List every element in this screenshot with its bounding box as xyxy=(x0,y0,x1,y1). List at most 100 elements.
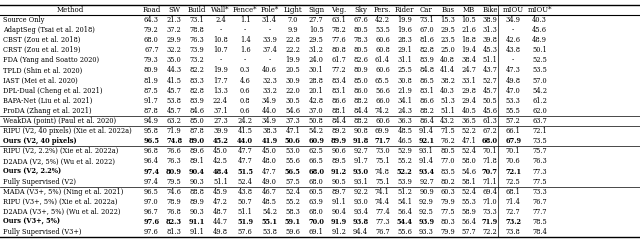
Text: 51.1: 51.1 xyxy=(440,107,455,115)
Text: 93.1: 93.1 xyxy=(353,178,368,186)
Text: Road: Road xyxy=(142,6,161,14)
Text: 35.0: 35.0 xyxy=(166,56,182,64)
Text: 54.4: 54.4 xyxy=(397,218,413,226)
Text: Build: Build xyxy=(188,6,206,14)
Text: 42.2: 42.2 xyxy=(375,16,390,24)
Text: 68.0: 68.0 xyxy=(308,208,324,216)
Text: 93.1: 93.1 xyxy=(419,147,434,155)
Text: 51.2: 51.2 xyxy=(397,188,412,196)
Text: 90.4: 90.4 xyxy=(332,208,346,216)
Text: 63.2: 63.2 xyxy=(166,117,182,125)
Text: 37.4: 37.4 xyxy=(262,46,277,54)
Text: 34.9: 34.9 xyxy=(262,117,277,125)
Text: 93.3: 93.3 xyxy=(419,228,434,236)
Text: 45.2: 45.2 xyxy=(212,137,228,145)
Text: 74.2: 74.2 xyxy=(375,107,390,115)
Text: 46.7: 46.7 xyxy=(262,188,277,196)
Text: 71.5: 71.5 xyxy=(440,127,455,135)
Text: 74.6: 74.6 xyxy=(166,188,182,196)
Text: 31.1: 31.1 xyxy=(397,56,412,64)
Text: 21.9: 21.9 xyxy=(397,87,412,95)
Text: 88.2: 88.2 xyxy=(353,117,368,125)
Text: 55.3: 55.3 xyxy=(461,198,476,206)
Text: 49.8: 49.8 xyxy=(506,77,521,85)
Text: D2ADA (V2, 5%) (Wu et al. 2022): D2ADA (V2, 5%) (Wu et al. 2022) xyxy=(3,157,115,165)
Text: CRST (Zou et al. 2019): CRST (Zou et al. 2019) xyxy=(3,46,81,54)
Text: 36.3: 36.3 xyxy=(397,117,412,125)
Text: 49.0: 49.0 xyxy=(262,178,277,186)
Text: 77.4: 77.4 xyxy=(375,208,390,216)
Text: 40.8: 40.8 xyxy=(440,56,455,64)
Text: 66.1: 66.1 xyxy=(506,127,521,135)
Text: 73.3: 73.3 xyxy=(532,188,547,196)
Text: 63.7: 63.7 xyxy=(532,117,547,125)
Text: 68.0: 68.0 xyxy=(308,167,324,175)
Text: 78.3: 78.3 xyxy=(353,36,368,44)
Text: 34.1: 34.1 xyxy=(397,97,412,105)
Text: 47.7: 47.7 xyxy=(237,147,253,155)
Text: 2.4: 2.4 xyxy=(215,16,226,24)
Text: 80.5: 80.5 xyxy=(353,46,368,54)
Text: Car: Car xyxy=(420,6,433,14)
Text: 58.9: 58.9 xyxy=(461,208,476,216)
Text: 92.2: 92.2 xyxy=(353,188,368,196)
Text: 37.2: 37.2 xyxy=(166,26,182,34)
Text: 93.9: 93.9 xyxy=(419,218,435,226)
Text: -: - xyxy=(244,56,246,64)
Text: 45.7: 45.7 xyxy=(483,87,497,95)
Text: -: - xyxy=(512,56,515,64)
Text: 43.2: 43.2 xyxy=(440,117,455,125)
Text: 30.1: 30.1 xyxy=(308,67,324,75)
Text: 0.3: 0.3 xyxy=(240,67,250,75)
Text: 27.3: 27.3 xyxy=(213,117,228,125)
Text: -: - xyxy=(220,26,221,34)
Text: 71.7: 71.7 xyxy=(374,137,390,145)
Text: 47.0: 47.0 xyxy=(506,87,521,95)
Text: -: - xyxy=(268,56,271,64)
Text: WeakDA (point) (Paul et al. 2020): WeakDA (point) (Paul et al. 2020) xyxy=(3,117,116,125)
Text: 23.5: 23.5 xyxy=(440,36,455,44)
Text: 45.0: 45.0 xyxy=(213,147,228,155)
Text: Pers.: Pers. xyxy=(374,6,391,14)
Text: 96.4: 96.4 xyxy=(144,157,159,165)
Text: 56.6: 56.6 xyxy=(375,87,390,95)
Text: 10.8: 10.8 xyxy=(213,36,228,44)
Text: 83.3: 83.3 xyxy=(189,77,204,85)
Text: 52.4: 52.4 xyxy=(461,188,476,196)
Text: 9.9: 9.9 xyxy=(287,26,298,34)
Text: 93.8: 93.8 xyxy=(353,218,369,226)
Text: 80.9: 80.9 xyxy=(353,67,368,75)
Text: 29.1: 29.1 xyxy=(397,46,412,54)
Text: 84.8: 84.8 xyxy=(419,67,434,75)
Text: 95.8: 95.8 xyxy=(144,127,159,135)
Text: 20.1: 20.1 xyxy=(308,87,324,95)
Text: 82.8: 82.8 xyxy=(189,87,204,95)
Text: 51.9: 51.9 xyxy=(237,218,253,226)
Text: 38.3: 38.3 xyxy=(262,127,277,135)
Text: 46.5: 46.5 xyxy=(397,137,412,145)
Text: 7.0: 7.0 xyxy=(287,16,298,24)
Text: 58.1: 58.1 xyxy=(461,178,476,186)
Text: 0.6: 0.6 xyxy=(240,87,250,95)
Text: 0.8: 0.8 xyxy=(240,97,250,105)
Text: 45.0: 45.0 xyxy=(262,147,277,155)
Text: SW: SW xyxy=(168,6,180,14)
Text: 54.2: 54.2 xyxy=(308,127,324,135)
Text: 80.3: 80.3 xyxy=(440,218,455,226)
Text: 63.9: 63.9 xyxy=(308,198,324,206)
Text: 91.1: 91.1 xyxy=(189,218,205,226)
Text: 52.9: 52.9 xyxy=(397,147,412,155)
Text: 56.5: 56.5 xyxy=(285,167,301,175)
Text: MADA (V3+, 5%) (Ning et al. 2021): MADA (V3+, 5%) (Ning et al. 2021) xyxy=(3,188,124,196)
Text: 45.3: 45.3 xyxy=(483,46,497,54)
Text: 47.7: 47.7 xyxy=(262,167,277,175)
Text: 81.9: 81.9 xyxy=(144,77,159,85)
Text: 55.6: 55.6 xyxy=(397,228,412,236)
Text: 76.3: 76.3 xyxy=(166,157,182,165)
Text: 34.9: 34.9 xyxy=(506,16,521,24)
Text: BAPA-Net (Liu et al. 2021): BAPA-Net (Liu et al. 2021) xyxy=(3,97,93,105)
Text: 24.0: 24.0 xyxy=(308,56,324,64)
Text: 89.9: 89.9 xyxy=(331,137,347,145)
Text: 31.4: 31.4 xyxy=(262,16,277,24)
Text: 92.9: 92.9 xyxy=(419,198,434,206)
